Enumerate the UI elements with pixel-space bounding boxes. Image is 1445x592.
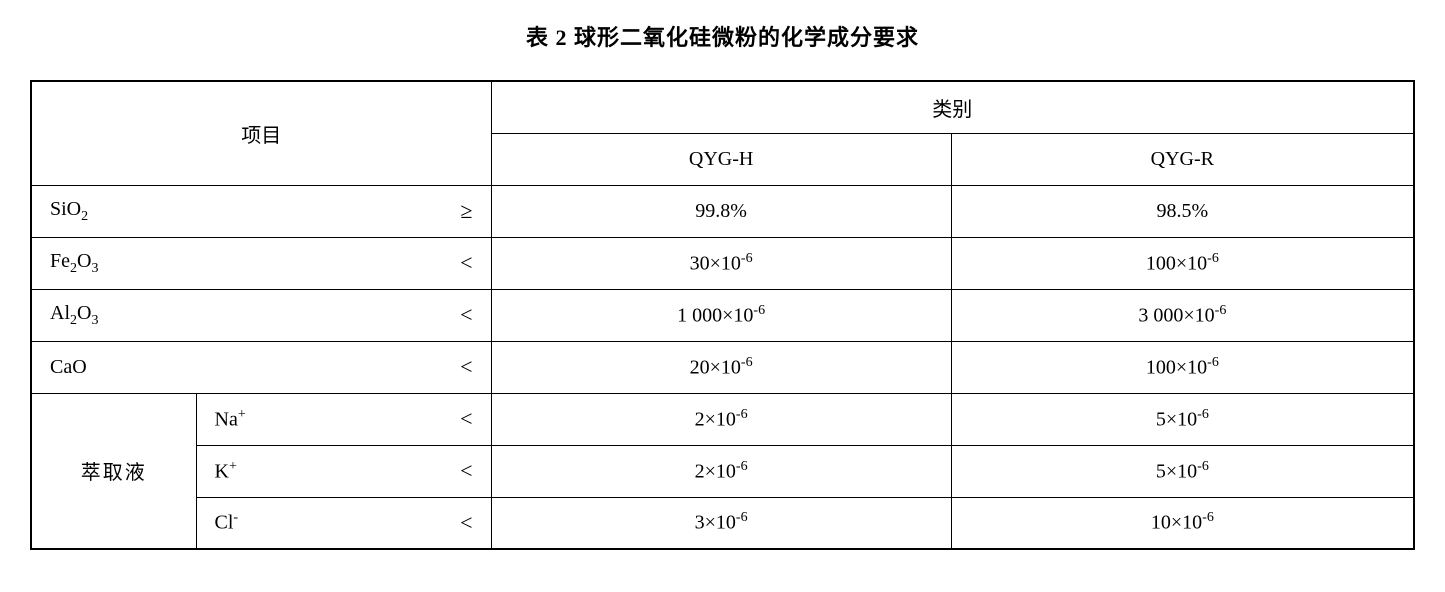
op-al2o3: < (460, 302, 472, 328)
composition-table: 项目 类别 QYG-H QYG-R SiO2 ≥ 99.8% 98.5% Fe2… (30, 80, 1415, 550)
op-cl: < (460, 510, 472, 536)
cell-sio2-label: SiO2 ≥ (31, 185, 491, 237)
cell-na-v1: 2×10-6 (491, 393, 951, 445)
cell-extract-group: 萃取液 (31, 393, 196, 549)
header-category: 类别 (491, 81, 1414, 133)
cell-na-v2: 5×10-6 (951, 393, 1414, 445)
label-sio2: SiO2 (50, 198, 88, 225)
cell-cl-label: Cl- < (196, 497, 491, 549)
op-sio2: ≥ (460, 198, 472, 224)
cell-k-label: K+ < (196, 445, 491, 497)
cell-al2o3-v2: 3 000×10-6 (951, 289, 1414, 341)
table-header-row-1: 项目 类别 (31, 81, 1414, 133)
table-row: Cl- < 3×10-6 10×10-6 (31, 497, 1414, 549)
cell-fe2o3-v2: 100×10-6 (951, 237, 1414, 289)
table-title: 表 2 球形二氧化硅微粉的化学成分要求 (30, 20, 1415, 52)
op-na: < (460, 406, 472, 432)
table-row: Al2O3 < 1 000×10-6 3 000×10-6 (31, 289, 1414, 341)
cell-cao-v1: 20×10-6 (491, 341, 951, 393)
table-row: SiO2 ≥ 99.8% 98.5% (31, 185, 1414, 237)
cell-sio2-v2: 98.5% (951, 185, 1414, 237)
cell-cl-v1: 3×10-6 (491, 497, 951, 549)
cell-k-v1: 2×10-6 (491, 445, 951, 497)
label-k: K+ (215, 459, 237, 484)
header-item: 项目 (31, 81, 491, 185)
op-k: < (460, 458, 472, 484)
label-fe2o3: Fe2O3 (50, 250, 98, 277)
table-row: CaO < 20×10-6 100×10-6 (31, 341, 1414, 393)
cell-cl-v2: 10×10-6 (951, 497, 1414, 549)
label-cl: Cl- (215, 510, 239, 535)
header-col2: QYG-R (951, 133, 1414, 185)
label-na: Na+ (215, 407, 246, 432)
op-fe2o3: < (460, 250, 472, 276)
table-row: Fe2O3 < 30×10-6 100×10-6 (31, 237, 1414, 289)
label-cao: CaO (50, 356, 87, 379)
header-col1: QYG-H (491, 133, 951, 185)
cell-al2o3-label: Al2O3 < (31, 289, 491, 341)
cell-fe2o3-label: Fe2O3 < (31, 237, 491, 289)
op-cao: < (460, 354, 472, 380)
cell-sio2-v1: 99.8% (491, 185, 951, 237)
cell-al2o3-v1: 1 000×10-6 (491, 289, 951, 341)
table-row: K+ < 2×10-6 5×10-6 (31, 445, 1414, 497)
table-row: 萃取液 Na+ < 2×10-6 5×10-6 (31, 393, 1414, 445)
cell-na-label: Na+ < (196, 393, 491, 445)
label-al2o3: Al2O3 (50, 302, 98, 329)
cell-k-v2: 5×10-6 (951, 445, 1414, 497)
cell-cao-v2: 100×10-6 (951, 341, 1414, 393)
cell-fe2o3-v1: 30×10-6 (491, 237, 951, 289)
cell-cao-label: CaO < (31, 341, 491, 393)
